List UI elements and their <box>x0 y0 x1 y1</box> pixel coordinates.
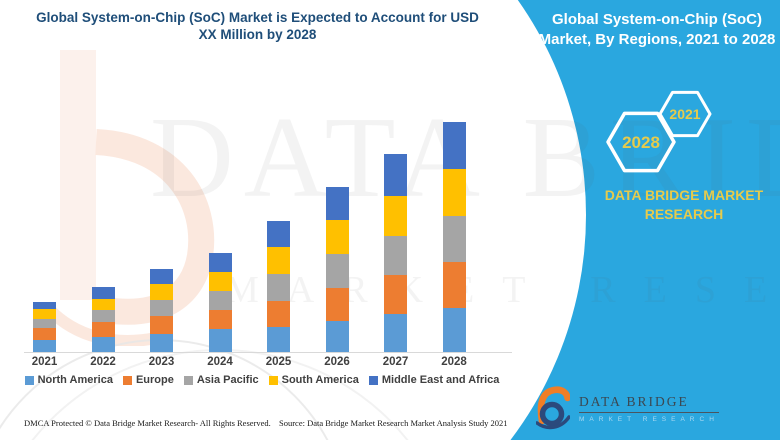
year-hexagon-badges: 2028 2021 <box>606 90 712 173</box>
bar-segment-2021-europe <box>33 328 56 340</box>
legend-label: Middle East and Africa <box>381 374 500 386</box>
bar-segment-2027-middle-east-and-africa <box>384 154 407 196</box>
legend-swatch <box>183 375 193 385</box>
chart-legend: North America Europe Asia Pacific South Ame… <box>22 374 502 386</box>
logo-text-block: DATA BRIDGE MARKET RESEARCH <box>579 394 719 423</box>
x-axis-label-2024: 2024 <box>207 356 233 368</box>
bar-segment-2027-south-america <box>384 196 407 236</box>
databridge-logo-mark-icon <box>536 386 570 430</box>
bar-segment-2027-north-america <box>384 314 407 352</box>
bar-segment-2023-europe <box>150 316 173 334</box>
stacked-bar-plot-area <box>24 120 512 353</box>
hexagon-2028-label: 2028 <box>622 133 660 152</box>
legend-label: North America <box>37 374 113 386</box>
x-axis-labels: 2021 2022 2023 2024 2025 2026 2027 2028 <box>24 356 512 370</box>
bar-segment-2021-north-america <box>33 340 56 352</box>
bar-segment-2023-middle-east-and-africa <box>150 269 173 284</box>
bar-segment-2025-middle-east-and-africa <box>267 221 290 247</box>
legend-label: South America <box>281 374 359 386</box>
bar-segment-2021-south-america <box>33 309 56 319</box>
hexagon-2021-label: 2021 <box>669 106 700 122</box>
x-axis-label-2027: 2027 <box>382 356 409 368</box>
bar-segment-2023-asia-pacific <box>150 300 173 316</box>
bar-segment-2023-north-america <box>150 334 173 352</box>
x-axis-label-2021: 2021 <box>31 356 58 368</box>
bar-segment-2026-europe <box>325 288 349 321</box>
bar-segment-2022-south-america <box>91 299 115 310</box>
bar-segment-2027-europe <box>384 275 407 314</box>
right-panel-title: Global System-on-Chip (SoC) Market, By R… <box>538 11 776 48</box>
x-axis-label-2022: 2022 <box>90 356 116 368</box>
legend-label: Asia Pacific <box>196 374 259 386</box>
legend-swatch <box>268 375 278 385</box>
bar-segment-2025-north-america <box>267 327 290 352</box>
legend-label: Europe <box>135 374 174 386</box>
footer-dmca-text: DMCA Protected © Data Bridge Market Rese… <box>24 418 271 428</box>
x-axis-label-2025: 2025 <box>265 356 292 368</box>
bar-segment-2024-south-america <box>208 272 232 291</box>
databridge-logo: DATA BRIDGE MARKET RESEARCH <box>536 386 719 430</box>
bar-segment-2022-asia-pacific <box>91 310 115 322</box>
bar-segment-2024-europe <box>208 310 232 329</box>
legend-item-asia-pacific: Asia Pacific <box>183 374 259 386</box>
legend-item-south-america: South America <box>268 374 359 386</box>
bar-segment-2026-south-america <box>325 220 349 254</box>
bar-segment-2022-europe <box>91 322 115 337</box>
bar-segment-2024-middle-east-and-africa <box>208 253 232 272</box>
bar-segment-2026-middle-east-and-africa <box>325 187 349 220</box>
bar-segment-2028-north-america <box>442 308 466 352</box>
footer-source-text: Source: Data Bridge Market Research Mark… <box>279 418 508 428</box>
watermark-text-line2: MARKET RESEARCH <box>225 269 780 311</box>
x-axis-label-2026: 2026 <box>324 356 350 368</box>
hexagon-2021 <box>658 90 712 138</box>
legend-item-middle-east-and-africa: Middle East and Africa <box>368 374 500 386</box>
legend-swatch <box>122 375 132 385</box>
bar-segment-2026-north-america <box>325 321 349 352</box>
bar-segment-2028-middle-east-and-africa <box>442 122 466 169</box>
bar-segment-2025-asia-pacific <box>267 274 290 301</box>
legend-item-europe: Europe <box>122 374 174 386</box>
brand-text: DATA BRIDGE MARKET RESEARCH <box>604 187 764 222</box>
bar-segment-2021-asia-pacific <box>33 319 56 328</box>
bar-segment-2022-north-america <box>91 337 115 352</box>
bar-segment-2025-europe <box>267 301 290 327</box>
bar-segment-2021-middle-east-and-africa <box>33 302 56 309</box>
logo-subtitle: MARKET RESEARCH <box>579 415 719 423</box>
bar-segment-2024-north-america <box>208 329 232 352</box>
bar-segment-2028-south-america <box>442 169 466 216</box>
bar-segment-2024-asia-pacific <box>208 291 232 310</box>
white-curve-shape <box>0 0 586 440</box>
bar-segment-2028-europe <box>442 262 466 308</box>
bar-segment-2025-south-america <box>267 247 290 274</box>
legend-swatch <box>24 375 34 385</box>
legend-item-north-america: North America <box>24 374 113 386</box>
logo-title: DATA BRIDGE <box>579 394 719 413</box>
bar-segment-2028-asia-pacific <box>442 216 466 262</box>
bar-segment-2026-asia-pacific <box>325 254 349 288</box>
legend-swatch <box>368 375 378 385</box>
bar-segment-2022-middle-east-and-africa <box>91 287 115 299</box>
hexagon-2028 <box>606 111 676 173</box>
x-axis-label-2028: 2028 <box>441 356 467 368</box>
bar-segment-2023-south-america <box>150 284 173 300</box>
x-axis-label-2023: 2023 <box>148 356 175 368</box>
chart-title: Global System-on-Chip (SoC) Market is Ex… <box>36 10 479 42</box>
bar-segment-2027-asia-pacific <box>384 236 407 275</box>
